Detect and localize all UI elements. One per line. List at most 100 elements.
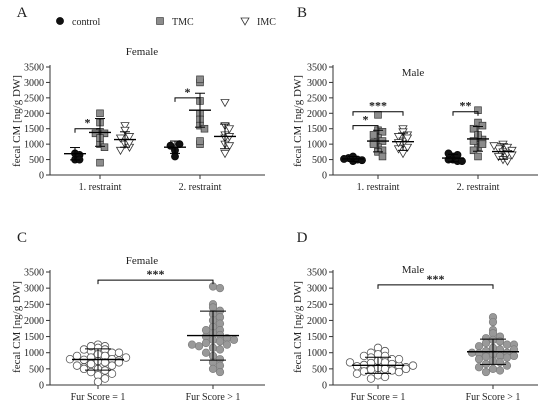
panel-label: A <box>17 5 28 21</box>
data-point <box>196 75 204 84</box>
data-point <box>114 348 124 357</box>
data-point <box>200 124 209 133</box>
y-tick-label: 2500 <box>307 93 327 104</box>
data-point <box>215 284 225 293</box>
data-point <box>467 348 477 357</box>
data-point <box>495 366 505 375</box>
panel-label: B <box>297 5 307 21</box>
series-fur-score-1 <box>467 313 519 377</box>
data-point <box>115 146 126 156</box>
legend-marker-imc <box>240 17 250 26</box>
y-tick-label: 2000 <box>307 109 327 120</box>
y-tick-label: 500 <box>29 155 44 166</box>
data-point <box>107 361 117 370</box>
panel-title: Male <box>402 264 425 276</box>
series-imc <box>114 99 236 159</box>
data-point <box>481 367 491 377</box>
y-tick-label: 3000 <box>307 78 327 89</box>
data-point <box>208 364 218 373</box>
data-point <box>478 140 487 148</box>
significance-bracket: ** <box>452 99 479 116</box>
y-tick-label: 1500 <box>24 332 44 343</box>
y-tick-label: 500 <box>312 155 327 166</box>
data-point <box>107 369 117 378</box>
panel-label: C <box>17 230 27 246</box>
data-point <box>481 338 491 348</box>
data-point <box>115 134 126 143</box>
data-point <box>201 338 211 348</box>
data-point <box>469 137 478 145</box>
y-tick-label: 1500 <box>307 332 327 343</box>
y-tick-label: 3000 <box>307 284 327 295</box>
panel-c: C Female fecal CM [ng/g DW] 0 500 1000 1500 200… <box>11 230 265 403</box>
data-point <box>215 337 225 346</box>
x-tick-label: 2. restraint <box>179 182 222 193</box>
panel-b: B Male fecal CM [ng/g DW] 0 500 1000 1500 2000 2… <box>292 5 538 193</box>
data-point <box>474 355 484 364</box>
y-axis-title: fecal CM [ng/g DW] <box>292 75 304 167</box>
data-point <box>100 374 110 383</box>
data-point <box>224 125 235 134</box>
y-tick-label: 3000 <box>24 78 44 89</box>
y-tick-label: 2000 <box>307 316 327 327</box>
legend-marker-control <box>56 17 64 25</box>
y-tick-label: 2500 <box>307 300 327 311</box>
data-point <box>93 377 103 386</box>
panel-title: Female <box>126 46 158 58</box>
data-point <box>394 354 404 364</box>
y-axis-title: fecal CM [ng/g DW] <box>292 281 304 373</box>
y-axis-title: fecal CM [ng/g DW] <box>11 281 23 373</box>
data-point <box>114 358 124 367</box>
data-point <box>121 353 131 362</box>
series-imc <box>392 125 517 166</box>
data-point <box>380 372 390 382</box>
data-point <box>100 358 110 367</box>
panel-a: A Female fecal CM [ng/g DW] 0 500 1000 1500 200… <box>11 5 265 193</box>
data-point <box>352 362 362 371</box>
x-tick-label: Fur Score = 1 <box>71 392 126 403</box>
data-point <box>488 317 498 327</box>
data-point <box>358 156 366 165</box>
data-point <box>215 367 225 377</box>
data-point <box>502 353 512 362</box>
panel-title: Male <box>402 67 425 79</box>
data-point <box>229 335 239 344</box>
x-tick-label: Fur Score = 1 <box>351 392 406 403</box>
data-point <box>408 361 418 370</box>
data-point <box>489 142 499 151</box>
series-control <box>64 140 186 164</box>
significance-bracket: * <box>174 85 201 102</box>
data-point <box>378 152 387 161</box>
data-point <box>166 141 175 150</box>
y-tick-label: 3500 <box>307 268 327 279</box>
data-point <box>215 345 225 354</box>
y-tick-label: 3500 <box>307 63 327 74</box>
data-point <box>91 129 100 138</box>
x-tick-label: Fur Score > 1 <box>466 392 521 403</box>
series-fur-score-1 <box>187 282 239 377</box>
data-point <box>366 365 376 374</box>
data-point <box>488 364 498 373</box>
significance-label: * <box>363 113 369 127</box>
x-tick-label: 2. restraint <box>457 182 500 193</box>
significance-label: ** <box>460 99 472 113</box>
significance-label: *** <box>369 99 387 113</box>
data-point <box>120 122 130 131</box>
y-tick-label: 2000 <box>24 109 44 120</box>
data-point <box>502 157 513 166</box>
data-point <box>474 363 484 372</box>
data-point <box>502 361 512 370</box>
data-point <box>222 340 232 349</box>
y-tick-label: 2500 <box>24 300 44 311</box>
data-point <box>201 348 211 357</box>
data-point <box>366 374 376 383</box>
y-tick-label: 3500 <box>24 268 44 279</box>
data-point <box>444 149 453 158</box>
significance-label: *** <box>427 272 445 286</box>
data-point <box>402 143 413 153</box>
data-point <box>171 152 179 161</box>
data-point <box>369 131 378 139</box>
data-point <box>79 364 89 374</box>
significance-label: * <box>185 85 191 99</box>
data-point <box>394 367 404 377</box>
